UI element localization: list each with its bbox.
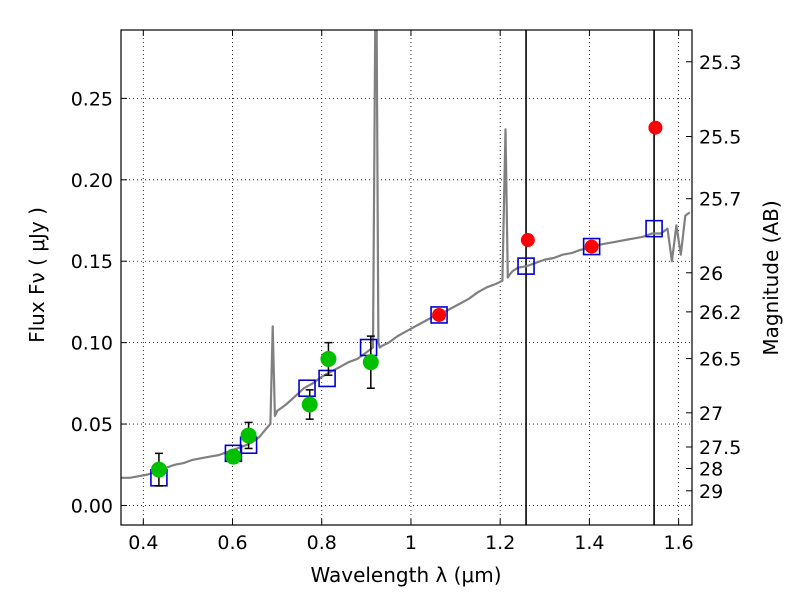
x-tick-label: 1.2 (485, 532, 515, 554)
x-tick-label: 1 (405, 532, 417, 554)
observed-flux-point (240, 427, 257, 444)
right-tick-label: 29 (699, 481, 723, 503)
vertical-reference-lines (525, 30, 655, 525)
x-tick-label: 0.8 (307, 532, 337, 554)
right-axis-label: Magnitude (AB) (759, 200, 783, 355)
observed-flux-point (150, 461, 167, 478)
right-tick-label: 25.5 (699, 126, 741, 148)
y-tick-label: 0.00 (71, 495, 113, 517)
y-tick-label: 0.20 (71, 170, 113, 192)
y-axis-label: Flux Fν ( μJy ) (25, 207, 49, 343)
model-flux-square (298, 379, 316, 398)
observed-flux-point (301, 396, 318, 413)
right-tick-label: 26 (699, 263, 723, 285)
x-tick-label: 1.4 (574, 532, 604, 554)
observed-flux-point (225, 448, 242, 465)
x-tick-label: 1.6 (664, 532, 694, 554)
model-flux-square (645, 219, 663, 238)
ticks (121, 30, 692, 525)
x-tick-label: 0.6 (217, 532, 247, 554)
x-axis-label: Wavelength λ (μm) (310, 563, 501, 587)
model-flux-square (517, 257, 535, 275)
tick-labels: 0.4 0.6 0.8 1 1.2 1.4 1.6 0.00 0.05 0.10 0.15 0.20 0… (71, 52, 742, 554)
x-tick-label: 0.4 (128, 532, 158, 554)
y-tick-label: 0.05 (71, 414, 113, 436)
observed-flux-point-red (520, 233, 535, 248)
right-tick-label: 27.5 (699, 437, 741, 459)
model-flux-square (318, 369, 336, 388)
observed-flux-point-red (432, 307, 447, 322)
model-flux-square (430, 306, 448, 324)
right-tick-label: 27 (699, 403, 723, 425)
model-flux-square (582, 237, 601, 256)
y-tick-label: 0.25 (71, 88, 113, 110)
plot-frame (120, 29, 693, 526)
observed-flux-point (320, 350, 337, 367)
y-tick-label: 0.15 (71, 251, 113, 273)
right-tick-label: 25.7 (699, 189, 741, 211)
right-tick-label: 28 (699, 458, 723, 480)
right-tick-label: 25.3 (699, 52, 741, 74)
right-tick-label: 26.5 (699, 349, 741, 371)
right-tick-label: 26.2 (699, 302, 741, 324)
observed-flux-point (362, 354, 379, 371)
grid-lines (121, 30, 692, 525)
series-layer (121, 30, 691, 487)
y-tick-label: 0.10 (71, 333, 113, 355)
observed-flux-point-red (648, 120, 663, 135)
observed-flux-point-red (584, 239, 599, 254)
